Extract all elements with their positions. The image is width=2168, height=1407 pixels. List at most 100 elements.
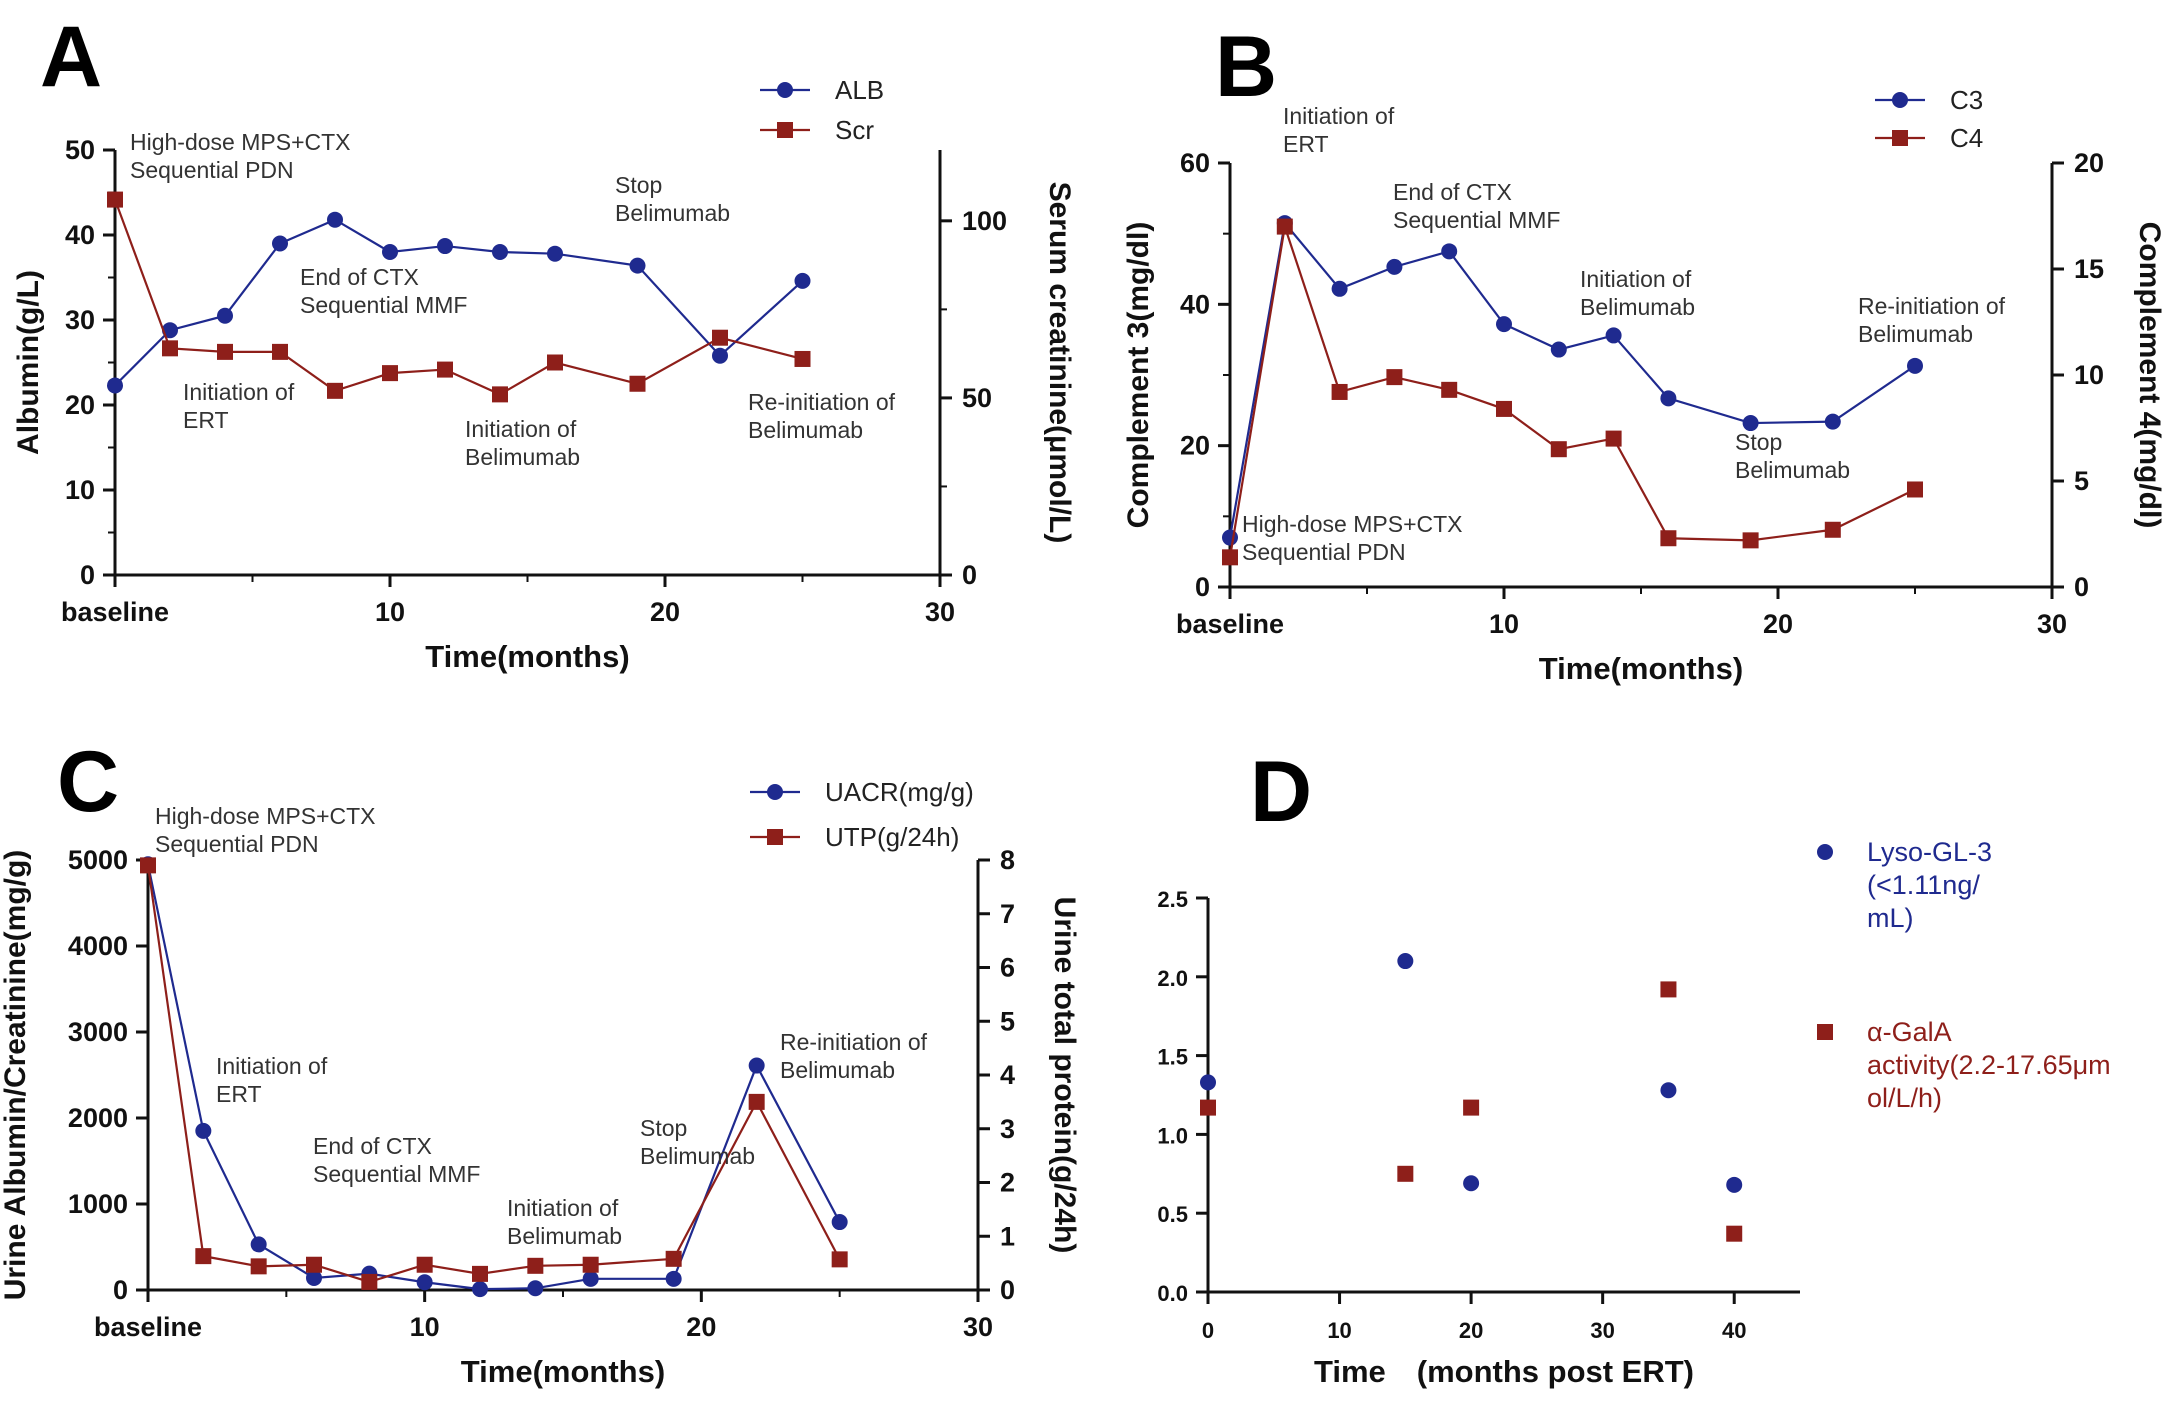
y-axis-label: Complement 3(mg/dl) [1122,222,1155,529]
y2-tick-label: 15 [2074,254,2104,284]
text-line: ERT [1283,131,1329,157]
data-point [107,377,123,394]
x-axis-label: Time (months post ERT) [1314,1354,1694,1389]
data-point [1550,441,1567,458]
annotation: High-dose MPS+CTX Sequential PDN [130,129,351,183]
data-point [712,347,728,364]
text-line: High-dose MPS+CTX [155,803,376,829]
data-point [107,191,123,208]
text-line: Sequential MMF [313,1161,480,1187]
annotation: High-dose MPS+CTX Sequential PDN [1242,511,1463,565]
data-point [1331,280,1348,297]
legend-marker [1817,844,1833,860]
series-line-2 [146,865,841,1284]
text-line: ERT [216,1081,262,1107]
data-point [492,244,508,260]
annotation: Initiation of ERT [183,379,295,433]
y-tick-label: 2000 [68,1103,128,1133]
y-axis-label: Albumin(g/L) [12,270,45,455]
data-point [1441,243,1458,260]
annotation: Re-initiation of Belimumab [1858,293,2006,347]
text-line: Initiation of [507,1195,619,1221]
y-tick-label: 0 [1195,572,1210,602]
data-point [1331,383,1348,400]
legend-label: UACR(mg/g) [825,777,974,807]
text-line: α-GalA [1867,1017,1952,1047]
text-line: Initiation of [1283,103,1395,129]
annotation: Stop Belimumab [640,1115,755,1169]
text-line: (<1.11ng/ [1867,870,1980,900]
data-point [1463,1099,1480,1116]
y-tick-label: 2.5 [1157,887,1188,912]
y2-tick-label: 3 [1000,1114,1015,1144]
legend-label: UTP(g/24h) [825,822,959,852]
legend-label: α-GalA activity(2.2-17.65μm ol/L/h) [1867,1017,2111,1113]
text-line: Belimumab [748,417,863,443]
data-point [195,1122,212,1139]
text-line: Initiation of [1580,266,1692,292]
data-point [794,272,811,289]
y2-tick-label: 5 [2074,466,2089,496]
x-tick-label: 0 [1202,1318,1214,1343]
series-line-1 [1228,220,1916,538]
data-point [217,343,233,360]
data-point [547,245,563,262]
y-tick-label: 20 [1180,431,1210,461]
series-line-1 [114,218,804,387]
y-tick-label: 0 [80,560,95,590]
data-point [1222,529,1238,546]
data-point [327,211,343,228]
data-point [162,322,178,339]
data-point [472,1265,488,1282]
x-tick-label: 20 [686,1312,716,1342]
data-point [272,235,288,252]
annotation: Re-initiation of Belimumab [748,389,896,443]
data-point [1660,981,1677,998]
data-point [712,329,728,346]
text-line: End of CTX [300,264,419,290]
data-point [492,386,508,403]
text-line: Initiation of [183,379,295,405]
data-point [1660,530,1677,547]
text-line: End of CTX [1393,179,1512,205]
data-point [306,1256,322,1273]
y-tick-label: 40 [65,220,95,250]
x-tick-label: 20 [650,597,680,627]
data-point [1200,1074,1216,1091]
x-tick-label: baseline [94,1312,202,1342]
x-tick-label: 10 [410,1312,440,1342]
y-axis-label: Urine Albumin/Creatinine(mg/g) [0,850,32,1301]
text-line: Sequential PDN [1242,539,1406,565]
text-line: Stop [1735,429,1782,455]
x-tick-label: 30 [963,1312,993,1342]
y-tick-label: 1.0 [1157,1123,1188,1148]
y2-tick-label: 50 [962,383,992,413]
data-point [1605,430,1622,447]
y-tick-label: 1000 [68,1189,128,1219]
annotation: End of CTX Sequential MMF [313,1133,480,1187]
y-tick-label: 0 [113,1275,128,1305]
x-tick-label: 30 [1590,1318,1614,1343]
panel-letter: B [1215,19,1277,115]
x-tick-label: baseline [61,597,169,627]
annotation: Initiation of Belimumab [507,1195,622,1249]
data-point [629,257,646,274]
text-line: Lyso-GL-3 [1867,837,1992,867]
y-tick-label: 5000 [68,845,128,875]
data-point [748,1093,765,1110]
y2-tick-label: 5 [1000,1006,1015,1036]
data-point [1441,381,1458,398]
data-point [1907,357,1923,374]
legend-label: ALB [835,75,884,105]
text-line: Belimumab [1858,321,1973,347]
data-point [1463,1175,1480,1192]
y2-tick-label: 4 [1000,1060,1015,1090]
data-point [1907,481,1923,498]
annotation: High-dose MPS+CTX Sequential PDN [155,803,376,857]
y2-tick-label: 0 [2074,572,2089,602]
data-point [437,238,453,255]
x-tick-label: 40 [1722,1318,1746,1343]
data-point [382,365,398,382]
text-line: Stop [615,172,662,198]
data-point [306,1269,322,1286]
